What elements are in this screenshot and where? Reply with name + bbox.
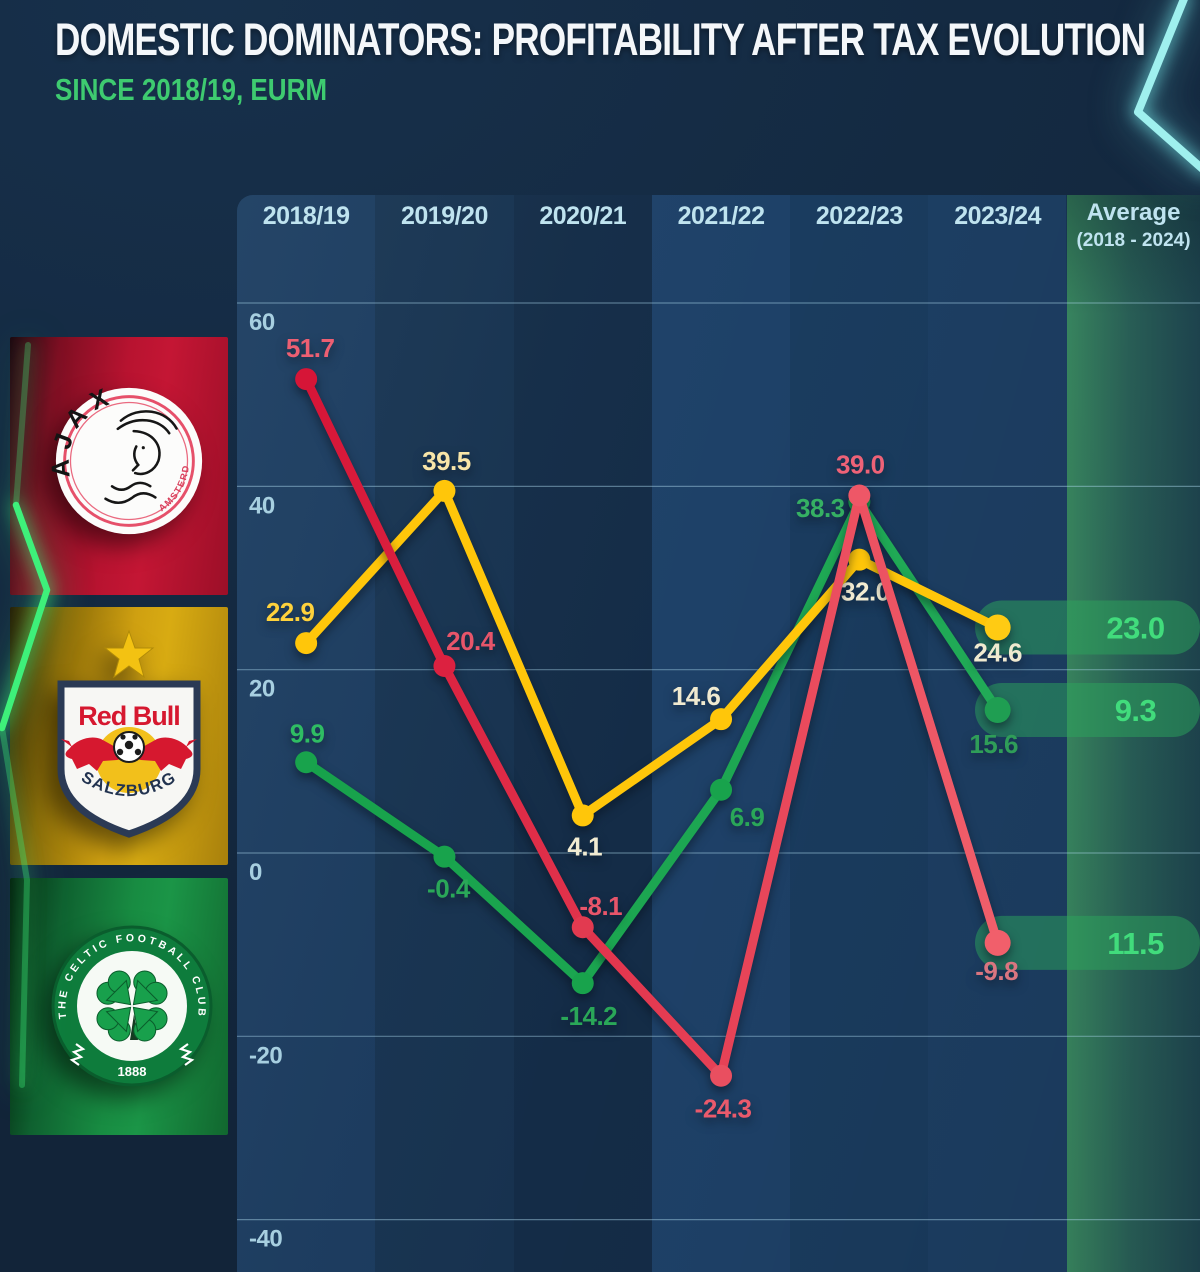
data-point-marker xyxy=(848,484,871,507)
series-line xyxy=(301,497,1003,988)
data-point-marker xyxy=(984,697,1011,724)
data-point-label: 9.9 xyxy=(290,718,325,748)
average-value-ajax: 11.5 xyxy=(1107,926,1164,961)
data-point-label: 38.3 xyxy=(796,493,845,523)
salzburg-wordmark: Red Bull xyxy=(78,701,180,731)
y-tick-label: 0 xyxy=(249,859,262,886)
data-point-marker xyxy=(984,614,1011,641)
salzburg-ball xyxy=(113,731,145,763)
data-point-label: -9.8 xyxy=(975,956,1018,986)
y-tick-label: -20 xyxy=(249,1042,282,1069)
page-title: DOMESTIC DOMINATORS: PROFITABILITY AFTER… xyxy=(55,14,1146,65)
celtic-inner-circle xyxy=(77,951,187,1061)
ajax-badge-circle xyxy=(55,387,203,535)
y-tick-label: 60 xyxy=(249,309,275,336)
season-column-2020-21 xyxy=(513,195,652,1272)
page-subtitle: SINCE 2018/19, EURM xyxy=(55,72,328,107)
data-point-marker xyxy=(433,479,456,502)
series-line xyxy=(301,374,1003,1081)
data-point-marker xyxy=(710,1064,733,1087)
salzburg-bulls xyxy=(61,737,197,771)
data-point-marker xyxy=(848,548,871,571)
average-value-celtic: 9.3 xyxy=(1115,693,1157,728)
season-column-2019-20 xyxy=(375,195,514,1272)
red-bull-salzburg-crest-icon: Red Bull SALZBURG xyxy=(57,629,201,838)
club-panel-ajax: AJAX AMSTERDAM xyxy=(10,337,228,595)
average-pill-ajax xyxy=(975,915,1200,970)
club-panel-salzburg: Red Bull SALZBURG xyxy=(10,607,228,865)
data-point-marker xyxy=(710,778,733,801)
data-point-marker xyxy=(433,655,456,678)
y-tick-label: 20 xyxy=(249,676,275,703)
data-point-marker xyxy=(295,368,318,391)
series-ajax: 51.7 20.4 -8.1 -24.3 39.0 -9.8 xyxy=(286,333,1019,1124)
celtic-crest-icon: THE CELTIC FOOTBALL CLUB 1888 xyxy=(51,925,213,1087)
neon-chevron-top-right-icon xyxy=(1134,0,1200,173)
neon-zigzag-left-icon xyxy=(0,342,51,1088)
ajax-crest-icon: AJAX AMSTERDAM xyxy=(51,383,203,535)
data-point-marker xyxy=(295,751,318,774)
data-point-marker xyxy=(571,916,594,939)
data-point-marker xyxy=(984,929,1011,956)
data-point-label: 51.7 xyxy=(286,333,335,363)
column-header-2018-19: 2018/19 xyxy=(263,202,350,230)
y-tick-label: 40 xyxy=(249,492,275,519)
average-pill-celtic xyxy=(975,683,1200,738)
data-point-marker xyxy=(571,972,594,995)
data-point-label: -0.4 xyxy=(427,874,471,904)
data-point-label: 20.4 xyxy=(446,626,496,656)
data-point-marker xyxy=(295,632,318,655)
series-line xyxy=(301,486,1003,820)
y-tick-label: -40 xyxy=(249,1226,282,1253)
ajax-portrait-sketch xyxy=(104,410,178,505)
season-column-2022-23 xyxy=(790,195,929,1272)
celtic-clover xyxy=(96,970,168,1042)
data-point-label: 39.0 xyxy=(836,450,885,480)
celtic-year-text: 1888 xyxy=(118,1064,147,1079)
data-point-label: 14.6 xyxy=(672,681,721,711)
data-point-label: 39.5 xyxy=(422,446,471,476)
data-point-label: 4.1 xyxy=(567,831,602,861)
data-point-label: -14.2 xyxy=(560,1001,617,1031)
season-column-2021-22 xyxy=(651,195,791,1272)
column-header-2020-21: 2020/21 xyxy=(539,202,626,230)
data-point-label: 6.9 xyxy=(730,802,765,832)
column-header-2019-20: 2019/20 xyxy=(401,202,488,230)
column-header-2021-22: 2021/22 xyxy=(678,202,765,230)
celtic-laurels xyxy=(69,1043,195,1066)
salzburg-star xyxy=(103,629,155,679)
average-value-red-bull-salzburg: 23.0 xyxy=(1106,611,1164,646)
data-point-label: -24.3 xyxy=(695,1094,752,1124)
average-header: Average xyxy=(1087,199,1181,226)
data-point-marker xyxy=(433,845,456,868)
data-point-marker xyxy=(710,708,733,731)
average-pill-red-bull-salzburg xyxy=(975,600,1200,655)
data-point-label: 15.6 xyxy=(969,729,1018,759)
data-point-label: 24.6 xyxy=(973,638,1022,668)
column-header-2023-24: 2023/24 xyxy=(954,202,1041,230)
club-panel-celtic: THE CELTIC FOOTBALL CLUB 1888 xyxy=(10,878,228,1135)
data-point-marker xyxy=(571,804,594,827)
data-point-label: 22.9 xyxy=(266,597,315,627)
data-point-label: -8.1 xyxy=(579,891,622,921)
average-subheader: (2018 - 2024) xyxy=(1076,230,1190,251)
season-columns xyxy=(237,195,1200,1272)
column-header-2022-23: 2022/23 xyxy=(816,202,903,230)
series-celtic: 9.9 -0.4 -14.2 6.9 38.3 15.6 xyxy=(290,490,1018,1031)
